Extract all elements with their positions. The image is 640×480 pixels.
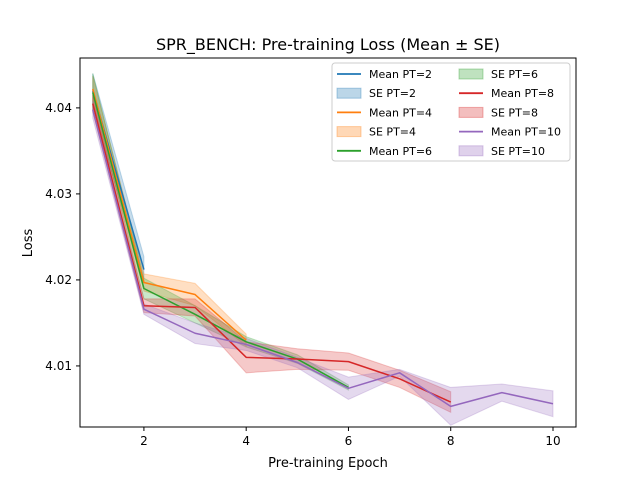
y-tick-label: 4.02 xyxy=(45,273,72,287)
se-band-4 xyxy=(92,100,554,426)
legend-label: Mean PT=2 xyxy=(369,68,432,81)
legend-label: Mean PT=6 xyxy=(369,145,432,158)
legend-band-swatch xyxy=(458,68,484,80)
legend-band-swatch xyxy=(336,126,362,138)
legend-label: SE PT=2 xyxy=(369,87,416,100)
x-tick-label: 6 xyxy=(345,434,353,448)
mean-line-1 xyxy=(92,88,247,341)
x-tick-label: 4 xyxy=(242,434,250,448)
legend-box xyxy=(331,62,571,162)
legend: Mean PT=2 SE PT=2 Mean PT=4 SE PT=4 Mean PT=… xyxy=(331,62,571,162)
legend-band-swatch xyxy=(458,106,484,118)
y-axis-title: Loss xyxy=(21,229,36,258)
plot-frame xyxy=(79,57,577,428)
y-tick-label: 4.01 xyxy=(45,359,72,373)
x-tick-label: 2 xyxy=(140,434,148,448)
legend-label: SE PT=4 xyxy=(369,126,416,139)
se-band-2 xyxy=(92,73,349,391)
y-axis: 4.01 4.02 4.03 4.04 xyxy=(45,101,80,373)
legend-label: Mean PT=10 xyxy=(491,126,561,139)
legend-band-swatch xyxy=(336,87,362,99)
x-tick-label: 8 xyxy=(447,434,455,448)
mean-line-4 xyxy=(92,109,554,408)
mean-line-2 xyxy=(92,92,349,389)
x-tick-label: 10 xyxy=(545,434,560,448)
x-axis: 2 4 6 8 10 xyxy=(140,427,561,448)
y-tick-label: 4.03 xyxy=(45,187,72,201)
x-axis-title: Pre-training Epoch xyxy=(268,456,388,471)
se-band-3 xyxy=(92,94,452,414)
legend-label: SE PT=6 xyxy=(491,68,538,81)
legend-label: Mean PT=8 xyxy=(491,87,554,100)
legend-band-swatch xyxy=(458,145,484,157)
legend-label: Mean PT=4 xyxy=(369,106,432,119)
legend-label: SE PT=8 xyxy=(491,106,538,119)
chart-title: SPR_BENCH: Pre-training Loss (Mean ± SE) xyxy=(156,35,500,55)
y-tick-label: 4.04 xyxy=(45,101,72,115)
mean-lines xyxy=(92,88,554,408)
legend-label: SE PT=10 xyxy=(491,145,545,158)
